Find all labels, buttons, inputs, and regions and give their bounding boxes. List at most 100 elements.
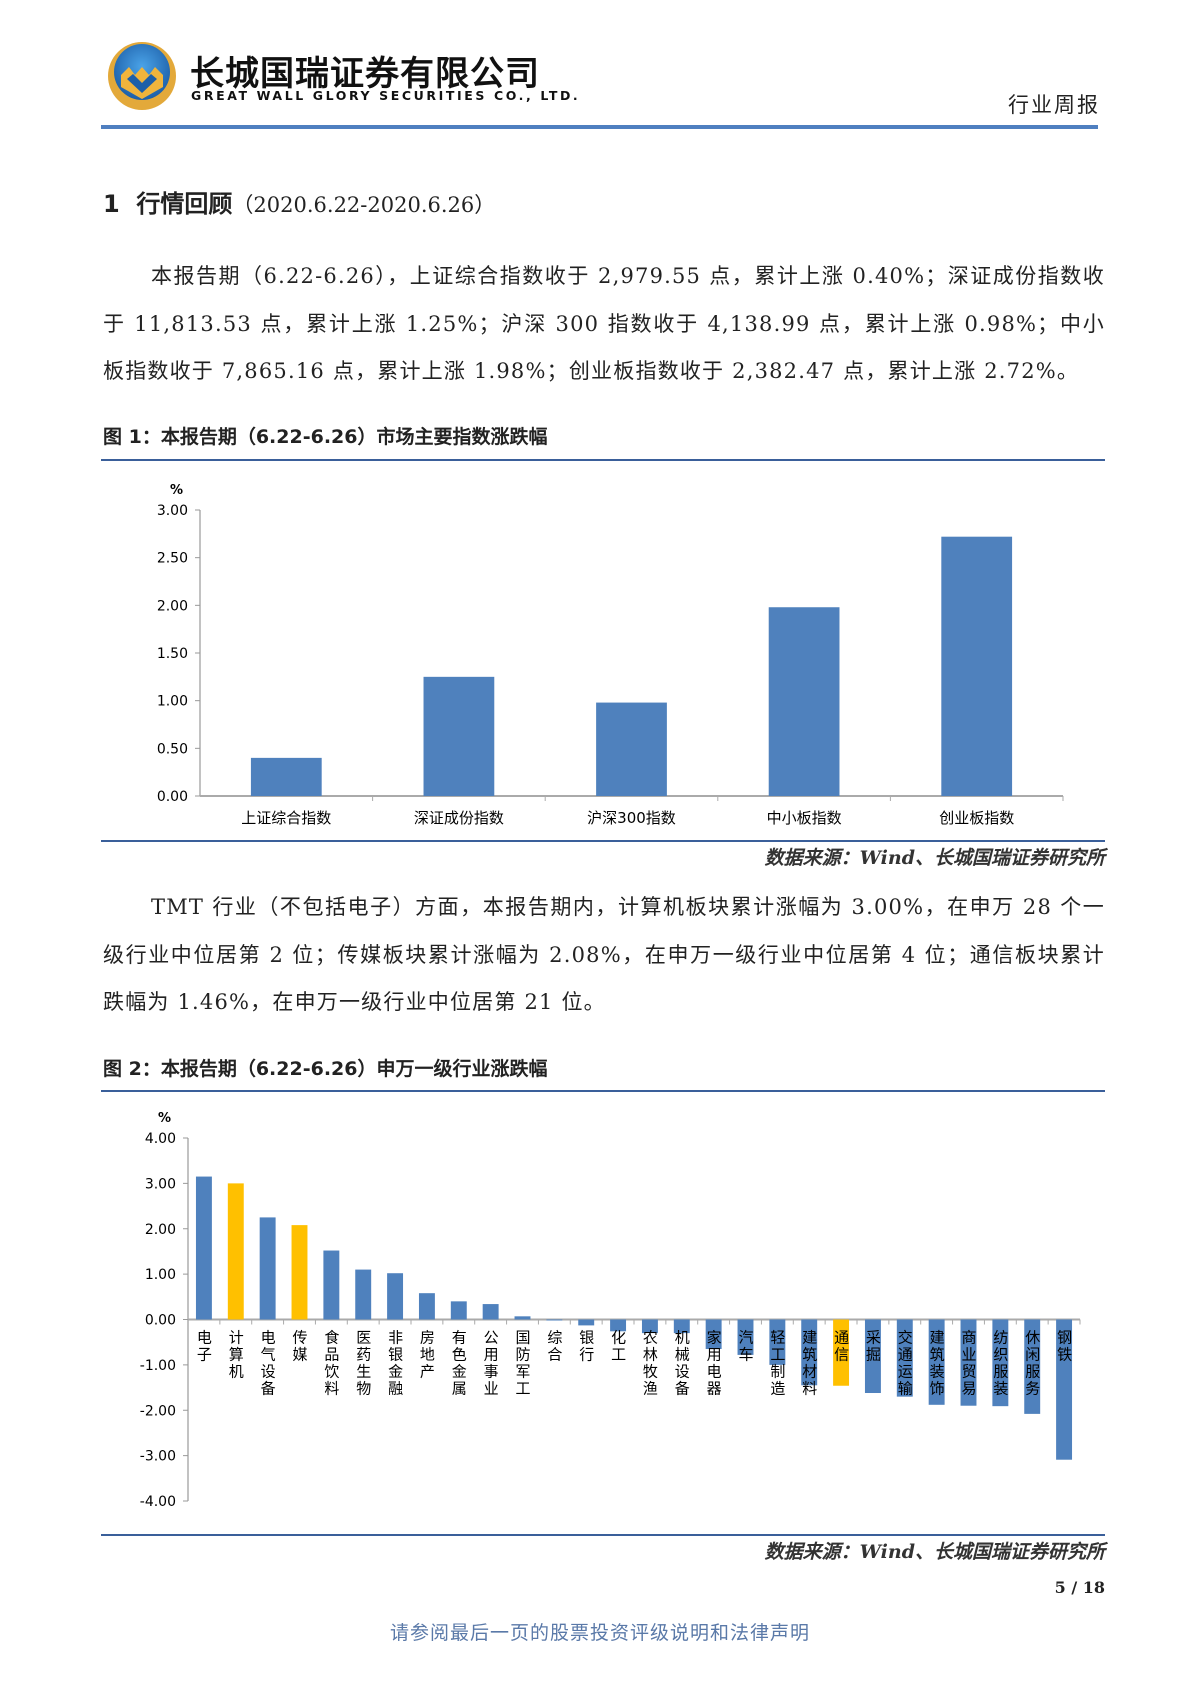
bar-27 — [1024, 1319, 1041, 1414]
bar-15 — [641, 1319, 658, 1334]
figure1-source: 数据来源：Wind、长城国瑞证券研究所 — [764, 847, 1105, 869]
x-category-label: 传媒 — [291, 1330, 309, 1364]
y-tick-label: 3.00 — [157, 503, 188, 519]
bar-7 — [387, 1273, 404, 1320]
x-category-label: 医药生物 — [354, 1330, 372, 1398]
x-category-label: 计算机 — [227, 1330, 245, 1381]
figure2-bottom-rule — [101, 1534, 1105, 1536]
y-axis-unit: % — [158, 1111, 171, 1126]
x-category-label: 休闲服务 — [1023, 1330, 1041, 1398]
bar-3 — [596, 702, 667, 796]
bar-8 — [418, 1293, 435, 1320]
x-category-label: 建筑材料 — [800, 1330, 818, 1398]
industry-change-chart: % -4.00 -3.00 -2.00 -1.00 0.00 1.00 2.00 3.00 4.0… — [140, 1111, 1081, 1510]
section-range: （2020.6.22-2020.6.26） — [232, 193, 496, 217]
x-category-label: 深证成份指数 — [414, 809, 504, 827]
bar-17 — [705, 1319, 722, 1349]
index-change-chart: % 0.00 0.50 1.00 1.50 2.00 2.50 3.00 上证综合指数 深证成份指… — [157, 483, 1064, 827]
bar-28 — [1056, 1319, 1073, 1460]
section-title: 行情回顾 — [136, 190, 233, 218]
y-tick-label: 0.50 — [157, 741, 188, 757]
x-category-label: 钢铁 — [1055, 1330, 1073, 1364]
bar-4 — [291, 1225, 308, 1320]
y-tick-label: 1.00 — [145, 1267, 176, 1283]
x-category-label: 沪深300指数 — [587, 809, 676, 827]
y-tick-label: 2.50 — [157, 551, 188, 567]
y-tick-label: 0.00 — [157, 789, 188, 805]
y-tick-label: 2.00 — [157, 598, 188, 614]
x-category-label: 综合 — [545, 1330, 563, 1364]
x-category-label: 家用电器 — [705, 1330, 723, 1398]
figure2-source: 数据来源：Wind、长城国瑞证券研究所 — [764, 1541, 1105, 1563]
x-category-label: 农林牧渔 — [641, 1330, 659, 1398]
bar-1 — [195, 1176, 212, 1320]
bar-25 — [960, 1319, 977, 1406]
figure1-bottom-rule — [101, 840, 1105, 842]
x-category-label: 上证综合指数 — [241, 809, 331, 827]
x-category-label: 非银金融 — [386, 1330, 404, 1398]
x-category-label: 有色金属 — [450, 1330, 468, 1398]
bar-23 — [896, 1319, 913, 1397]
y-tick-label: -4.00 — [140, 1494, 176, 1510]
x-category-label: 建筑装饰 — [928, 1330, 946, 1398]
x-category-label: 化工 — [609, 1330, 627, 1364]
page-number: 5 / 18 — [1054, 1578, 1105, 1597]
y-tick-label: 0.00 — [145, 1313, 176, 1329]
x-category-label: 电子 — [195, 1330, 213, 1364]
bar-5 — [323, 1250, 340, 1320]
bar-3 — [259, 1217, 276, 1320]
bar-13 — [578, 1319, 595, 1326]
x-category-label: 轻工制造 — [768, 1330, 786, 1398]
paragraph-tmt: TMT 行业（不包括电子）方面，本报告期内，计算机板块累计涨幅为 3.00%，在… — [103, 895, 1105, 1014]
section-heading: 1 行情回顾（2020.6.22-2020.6.26） — [103, 184, 495, 219]
bar-2 — [423, 676, 495, 796]
x-category-label: 房地产 — [418, 1330, 436, 1381]
y-axis-unit: % — [170, 483, 183, 498]
y-tick-label: -3.00 — [140, 1449, 176, 1465]
bar-1 — [250, 757, 322, 796]
bar-18 — [737, 1319, 754, 1355]
x-category-label: 公用事业 — [482, 1330, 500, 1398]
bar-22 — [864, 1319, 881, 1394]
x-category-label: 中小板指数 — [767, 809, 842, 827]
bar-20 — [801, 1319, 818, 1386]
x-category-label: 创业板指数 — [939, 809, 1014, 827]
section-number: 1 — [103, 190, 120, 218]
bar-14 — [610, 1319, 627, 1332]
bar-11 — [514, 1316, 531, 1320]
y-tick-label: 2.00 — [145, 1222, 176, 1238]
company-logo — [108, 42, 176, 110]
y-tick-label: 4.00 — [145, 1131, 176, 1147]
y-tick-label: -2.00 — [140, 1403, 176, 1419]
x-category-label: 采掘 — [864, 1330, 882, 1364]
figure2-top-rule — [101, 1090, 1105, 1092]
x-category-label: 商业贸易 — [960, 1330, 978, 1398]
bar-16 — [673, 1319, 690, 1334]
report-type: 行业周报 — [1008, 93, 1100, 117]
x-category-label: 电气设备 — [259, 1330, 277, 1398]
company-name-en: GREAT WALL GLORY SECURITIES CO., LTD. — [191, 88, 581, 103]
footer-disclaimer: 请参阅最后一页的股票投资评级说明和法律声明 — [389, 1622, 810, 1644]
bar-2 — [227, 1183, 244, 1320]
x-category-label: 通信 — [832, 1330, 850, 1364]
figure1-title: 图 1：本报告期（6.22-6.26）市场主要指数涨跌幅 — [103, 426, 548, 448]
bar-12 — [546, 1319, 563, 1321]
paragraph-market-review: 本报告期（6.22-6.26），上证综合指数收于 2,979.55 点，累计上涨… — [103, 264, 1105, 383]
y-tick-label: 1.50 — [157, 646, 188, 662]
x-category-label: 纺织服装 — [991, 1330, 1009, 1398]
bar-24 — [928, 1319, 945, 1405]
x-category-label: 机械设备 — [673, 1330, 691, 1398]
bar-9 — [450, 1301, 467, 1320]
y-tick-label: 1.00 — [157, 694, 188, 710]
x-category-label: 汽车 — [737, 1330, 755, 1364]
y-tick-label: 3.00 — [145, 1176, 176, 1192]
figure2-title: 图 2：本报告期（6.22-6.26）申万一级行业涨跌幅 — [103, 1058, 548, 1080]
x-category-label: 银行 — [577, 1330, 595, 1364]
bar-19 — [769, 1319, 786, 1365]
bar-4 — [768, 607, 840, 796]
x-category-label: 食品饮料 — [322, 1330, 340, 1398]
bar-26 — [992, 1319, 1009, 1407]
bar-5 — [941, 536, 1013, 796]
company-name-cn: 长城国瑞证券有限公司 — [190, 54, 540, 94]
x-category-label: 交通运输 — [896, 1329, 914, 1398]
